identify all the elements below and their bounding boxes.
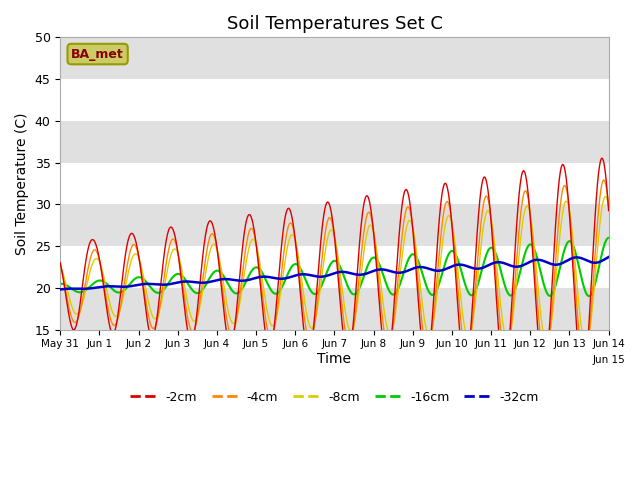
X-axis label: Time: Time <box>317 352 351 366</box>
Y-axis label: Soil Temperature (C): Soil Temperature (C) <box>15 112 29 255</box>
Bar <box>60 288 609 330</box>
Legend: -2cm, -4cm, -8cm, -16cm, -32cm: -2cm, -4cm, -8cm, -16cm, -32cm <box>125 385 543 408</box>
Bar <box>60 121 609 163</box>
Bar <box>60 204 609 246</box>
Text: BA_met: BA_met <box>71 48 124 60</box>
Title: Soil Temperatures Set C: Soil Temperatures Set C <box>227 15 442 33</box>
Text: Jun 15: Jun 15 <box>592 355 625 365</box>
Bar <box>60 37 609 79</box>
